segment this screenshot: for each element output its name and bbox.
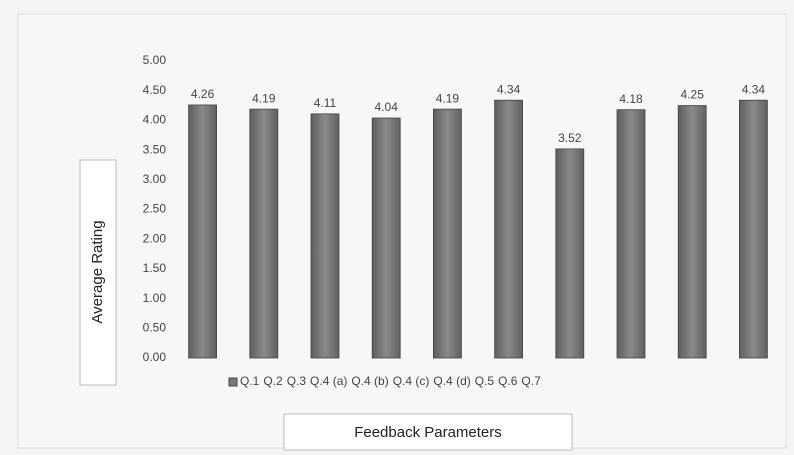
chart-frame — [17, 13, 787, 449]
legend-entry: Q.6 — [498, 374, 518, 388]
legend-entry: Q.5 — [475, 374, 495, 388]
legend-entry: Q.4 (c) — [393, 374, 430, 388]
legend-entry: Q.7 — [521, 374, 541, 388]
bar — [188, 104, 218, 359]
data-label: 4.19 — [436, 91, 460, 105]
bar — [371, 117, 401, 359]
y-tick-label: 3.50 — [143, 142, 167, 156]
data-label: 4.34 — [742, 82, 766, 96]
y-tick-label: 0.50 — [143, 320, 167, 334]
x-axis-label: Feedback Parameters — [354, 424, 502, 441]
legend-marker — [228, 377, 238, 387]
bar — [616, 109, 646, 359]
bar — [677, 105, 707, 359]
y-tick-label: 4.00 — [143, 113, 167, 127]
data-label: 4.11 — [314, 96, 337, 110]
legend-entry: Q.2 — [263, 374, 283, 388]
legend-entry: Q.4 (d) — [433, 374, 470, 388]
legend-entry: Q.4 (a) — [310, 374, 347, 388]
y-tick-label: 2.50 — [143, 202, 167, 216]
data-label: 4.26 — [191, 87, 215, 101]
data-label: 4.19 — [252, 91, 276, 105]
y-tick-label: 1.50 — [143, 261, 167, 275]
data-label: 4.18 — [619, 92, 643, 106]
x-label-box — [283, 413, 573, 451]
y-tick-label: 2.00 — [143, 231, 167, 245]
bar — [494, 99, 524, 359]
y-tick-label: 0.00 — [143, 350, 167, 364]
bar — [739, 99, 768, 359]
bar — [432, 108, 462, 359]
legend-entry: Q.3 — [287, 374, 307, 388]
y-tick-label: 5.00 — [143, 53, 167, 67]
y-tick-label: 3.00 — [143, 172, 167, 186]
data-label: 4.34 — [497, 82, 521, 96]
bar — [249, 108, 279, 359]
y-tick-label: 1.00 — [143, 291, 167, 305]
data-label: 4.04 — [375, 100, 399, 114]
y-axis-label: Average Rating — [89, 220, 106, 323]
legend-entry: Q.4 (b) — [351, 374, 388, 388]
bar — [310, 113, 340, 359]
bar — [555, 148, 585, 359]
y-label-box — [79, 159, 117, 386]
y-tick-label: 4.50 — [143, 83, 167, 97]
legend-entry: Q.1 — [240, 374, 260, 388]
data-label: 3.52 — [558, 131, 582, 145]
data-label: 4.25 — [681, 88, 705, 102]
